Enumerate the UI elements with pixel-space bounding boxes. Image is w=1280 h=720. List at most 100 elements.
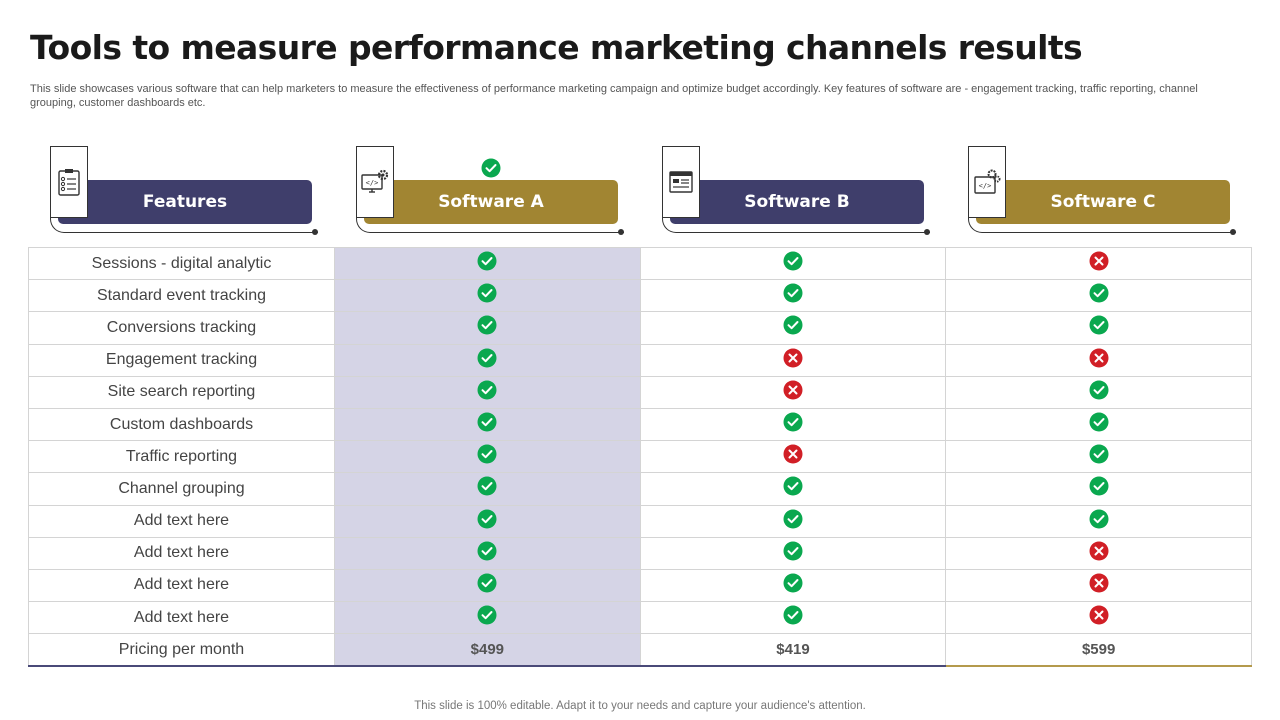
svg-text:</>: </> [979,182,992,190]
table-row: Traffic reporting [29,441,1252,473]
feature-label: Add text here [29,569,335,601]
check-icon [783,251,803,276]
table-row: Add text here [29,569,1252,601]
check-icon [1089,380,1109,405]
cell-software-a [335,376,641,408]
feature-label: Add text here [29,505,335,537]
check-icon [477,605,497,630]
cell-software-b [640,248,946,280]
footer-note: This slide is 100% editable. Adapt it to… [0,700,1280,712]
cell-software-a [335,408,641,440]
cell-software-b [640,280,946,312]
cross-icon [1089,348,1109,373]
cell-software-c [946,280,1252,312]
table-row: Site search reporting [29,376,1252,408]
cell-software-c [946,473,1252,505]
check-icon [1089,509,1109,534]
table-row: Engagement tracking [29,344,1252,376]
cell-software-a [335,248,641,280]
cross-icon [1089,541,1109,566]
cell-software-c [946,602,1252,634]
check-icon [1089,283,1109,308]
cell-software-a [335,473,641,505]
feature-label: Add text here [29,602,335,634]
cell-software-a [335,280,641,312]
header-software-c-label: Software C [976,180,1230,224]
cell-software-b [640,602,946,634]
feature-label: Standard event tracking [29,280,335,312]
cross-icon [783,348,803,373]
checklist-clipboard-icon [50,146,88,218]
check-icon [783,509,803,534]
header-software-a-label: Software A [364,180,618,224]
table-row: Add text here [29,537,1252,569]
feature-label: Site search reporting [29,376,335,408]
price-software-b: $419 [640,634,946,666]
check-icon [1089,444,1109,469]
page-title: Tools to measure performance marketing c… [30,28,1082,67]
cell-software-a [335,312,641,344]
dashboard-window-icon [662,146,700,218]
cell-software-c [946,344,1252,376]
price-software-c: $599 [946,634,1252,666]
cell-software-b [640,569,946,601]
check-icon [1089,476,1109,501]
cross-icon [1089,605,1109,630]
table-row: Custom dashboards [29,408,1252,440]
cell-software-c [946,537,1252,569]
table-row: Standard event tracking [29,280,1252,312]
feature-label: Channel grouping [29,473,335,505]
table-row: Add text here [29,505,1252,537]
cell-software-a [335,602,641,634]
cross-icon [783,444,803,469]
check-icon [783,315,803,340]
cell-software-b [640,344,946,376]
feature-label: Conversions tracking [29,312,335,344]
check-circle-icon [481,158,501,183]
cell-software-c [946,312,1252,344]
check-icon [477,283,497,308]
cell-software-b [640,537,946,569]
cell-software-a [335,569,641,601]
table-row: Conversions tracking [29,312,1252,344]
check-icon [1089,315,1109,340]
header-software-b-label: Software B [670,180,924,224]
check-icon [477,541,497,566]
cell-software-c [946,376,1252,408]
header-software-b: Software B [662,146,934,236]
feature-label: Traffic reporting [29,441,335,473]
cell-software-b [640,312,946,344]
table-row: Channel grouping [29,473,1252,505]
check-icon [477,476,497,501]
code-gears-window-icon: </> [968,146,1006,218]
svg-text:</>: </> [366,179,379,187]
feature-label: Custom dashboards [29,408,335,440]
check-icon [477,380,497,405]
cell-software-a [335,537,641,569]
cell-software-b [640,473,946,505]
cell-software-a [335,505,641,537]
cross-icon [1089,573,1109,598]
code-gear-monitor-icon: </> [356,146,394,218]
cell-software-b [640,505,946,537]
pricing-row: Pricing per month $499 $419 $599 [29,634,1252,666]
check-icon [783,573,803,598]
header-features: Features [50,146,322,236]
feature-label: Engagement tracking [29,344,335,376]
cell-software-a [335,344,641,376]
check-icon [477,573,497,598]
cell-software-c [946,408,1252,440]
check-icon [783,476,803,501]
cell-software-b [640,376,946,408]
check-icon [477,251,497,276]
cell-software-c [946,569,1252,601]
price-software-a: $499 [335,634,641,666]
cross-icon [783,380,803,405]
table-row: Sessions - digital analytic [29,248,1252,280]
check-icon [1089,412,1109,437]
check-icon [477,348,497,373]
cell-software-c [946,505,1252,537]
cell-software-c [946,248,1252,280]
header-software-c: Software C </> [968,146,1240,236]
feature-label: Sessions - digital analytic [29,248,335,280]
